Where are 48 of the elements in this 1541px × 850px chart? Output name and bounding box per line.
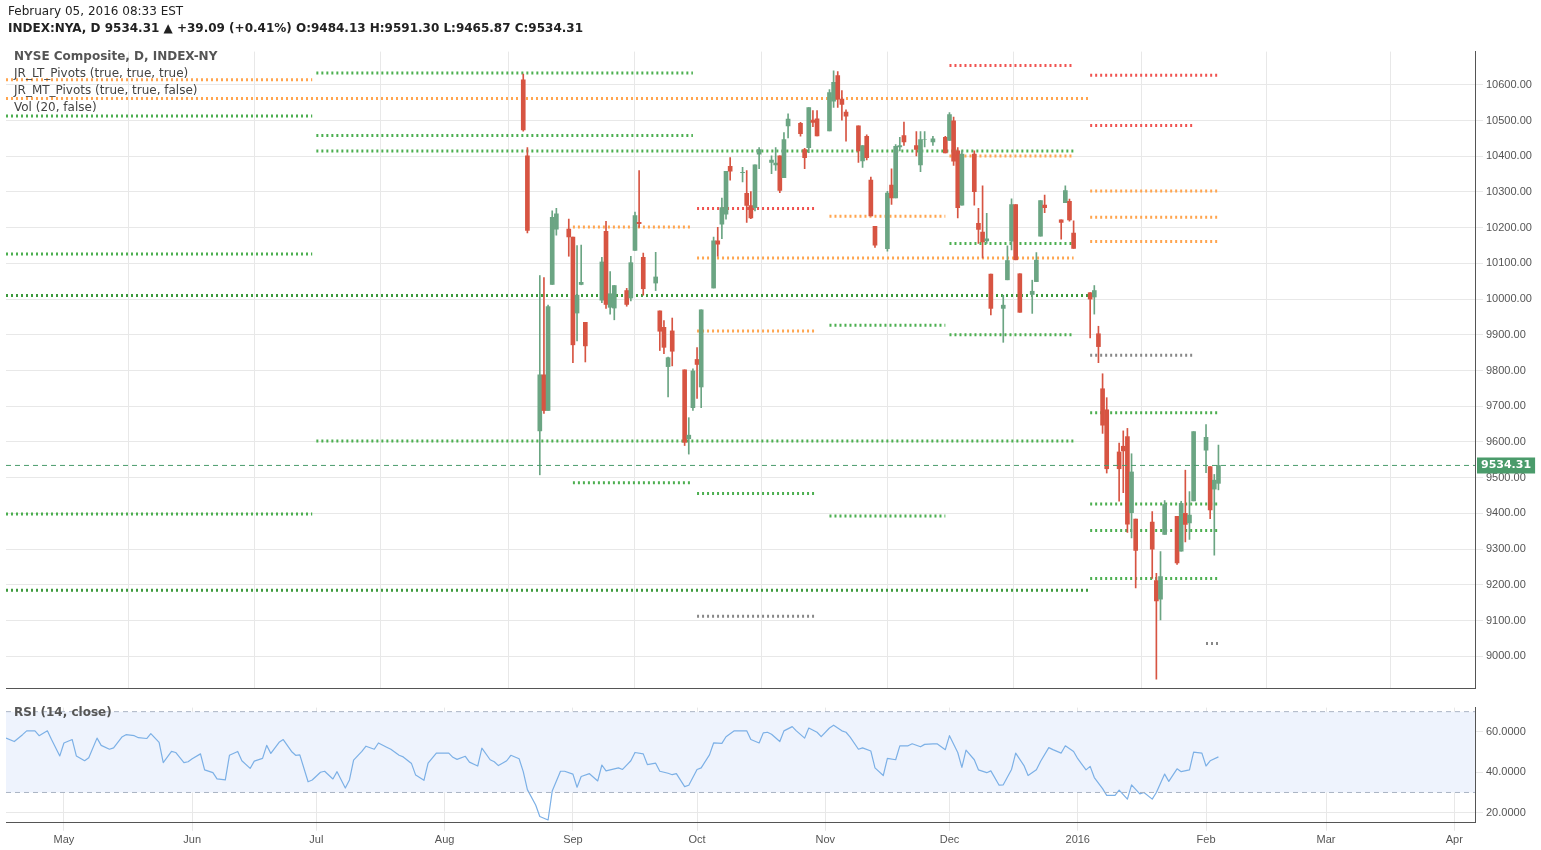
chart-title: RSI (14, close) (14, 704, 112, 721)
y-tick-label: 10200.00 (1486, 220, 1532, 233)
candlestick (1000, 294, 1006, 343)
y-tick-label: 9900.00 (1486, 327, 1526, 340)
y-tick-label: 9400.00 (1486, 506, 1526, 519)
y-tick-label: 9000.00 (1486, 649, 1526, 662)
annotation: Vol (20, false) (14, 99, 98, 116)
candlestick (653, 251, 658, 291)
y-tick-label: 10600.00 (1486, 77, 1532, 90)
y-tick-label: 10500.00 (1486, 113, 1532, 126)
x-tick-label: Jul (309, 833, 324, 846)
y-tick-label: 9300.00 (1486, 542, 1526, 555)
text: INDEX:NYA, D 9534.31 ▲ +39.09 (+0.41%) O:9484.13 H:9591.30 L:9465.87 C:9534.31 (8, 21, 583, 35)
y-tick-label: 9800.00 (1486, 363, 1526, 376)
y-tick-label: 9600.00 (1486, 435, 1526, 447)
x-tick-label: 2016 (1065, 833, 1090, 846)
x-tick-label: Dec (939, 833, 960, 846)
candlestick (686, 417, 692, 455)
candlestick (1058, 219, 1064, 240)
y-tick-label: 40.0000 (1486, 765, 1526, 778)
y-tick-label: 60.0000 (1486, 724, 1526, 737)
ref-line-label: 9534.31 (1481, 458, 1532, 472)
candlestick (727, 157, 733, 181)
y-tick-label: 10300.00 (1486, 184, 1532, 197)
y-tick-label: 20.0000 (1486, 805, 1526, 818)
y-tick-label: 9100.00 (1486, 613, 1526, 626)
chart-title: NYSE Composite, D, INDEX-NY (14, 48, 218, 65)
y-tick-label: 9500.00 (1486, 470, 1526, 483)
x-tick-label: Aug (434, 833, 455, 846)
annotation: JR_MT_Pivots (true, true, false) (14, 82, 199, 99)
y-tick-label: 9200.00 (1486, 577, 1526, 590)
x-tick-label: Nov (815, 833, 836, 846)
x-tick-label: May (53, 833, 75, 846)
x-tick-label: Apr (1445, 833, 1464, 846)
y-tick-label: 10000.00 (1486, 292, 1532, 305)
candlestick (1091, 285, 1097, 315)
text: February 05, 2016 08:33 EST (8, 4, 184, 18)
y-tick-label: 9700.00 (1486, 399, 1526, 412)
candlestick (984, 213, 990, 244)
x-tick-label: Jun (183, 833, 202, 846)
candlestick (694, 347, 700, 399)
x-tick-label: Mar (1316, 833, 1336, 846)
x-tick-label: Feb (1196, 833, 1216, 846)
annotation: JR_LT_Pivots (true, true, true) (14, 65, 190, 82)
x-tick-label: Oct (688, 833, 706, 846)
y-tick-label: 10100.00 (1486, 256, 1532, 269)
x-tick-label: Sep (563, 833, 583, 846)
y-tick-label: 10400.00 (1486, 149, 1532, 162)
